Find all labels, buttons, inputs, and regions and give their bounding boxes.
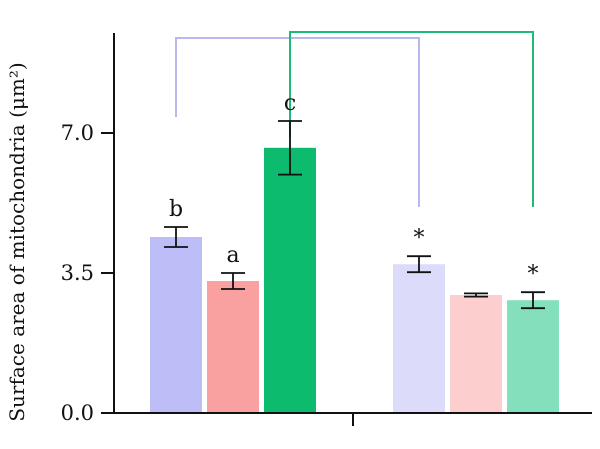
error-bar bbox=[407, 255, 431, 274]
error-bar bbox=[464, 292, 488, 298]
bar bbox=[450, 295, 502, 413]
bar bbox=[507, 300, 559, 413]
axes bbox=[113, 33, 592, 426]
error-bar bbox=[221, 272, 245, 290]
y-axis-label: Surface area of mitochondria (μm²) bbox=[5, 62, 29, 421]
bar bbox=[150, 237, 202, 413]
y-tick-label: 3.5 bbox=[61, 261, 94, 285]
error-bar bbox=[521, 291, 545, 310]
significance-label: c bbox=[284, 91, 296, 116]
bar bbox=[393, 264, 445, 413]
significance-bracket bbox=[175, 37, 420, 207]
significance-label: a bbox=[226, 243, 239, 268]
significance-brackets bbox=[175, 31, 534, 207]
significance-bracket bbox=[289, 31, 534, 207]
y-tick-label: 0.0 bbox=[61, 401, 94, 425]
bar bbox=[207, 281, 259, 413]
y-ticks: 0.0 3.5 7.0 bbox=[61, 121, 114, 425]
error-bar bbox=[278, 120, 302, 176]
significance-label: * bbox=[414, 226, 425, 251]
bars: b a c * * bbox=[150, 91, 559, 414]
y-tick-label: 7.0 bbox=[61, 121, 94, 145]
significance-label: * bbox=[528, 262, 539, 287]
error-bar bbox=[164, 226, 188, 248]
significance-label: b bbox=[169, 197, 183, 222]
bar bbox=[264, 147, 316, 414]
